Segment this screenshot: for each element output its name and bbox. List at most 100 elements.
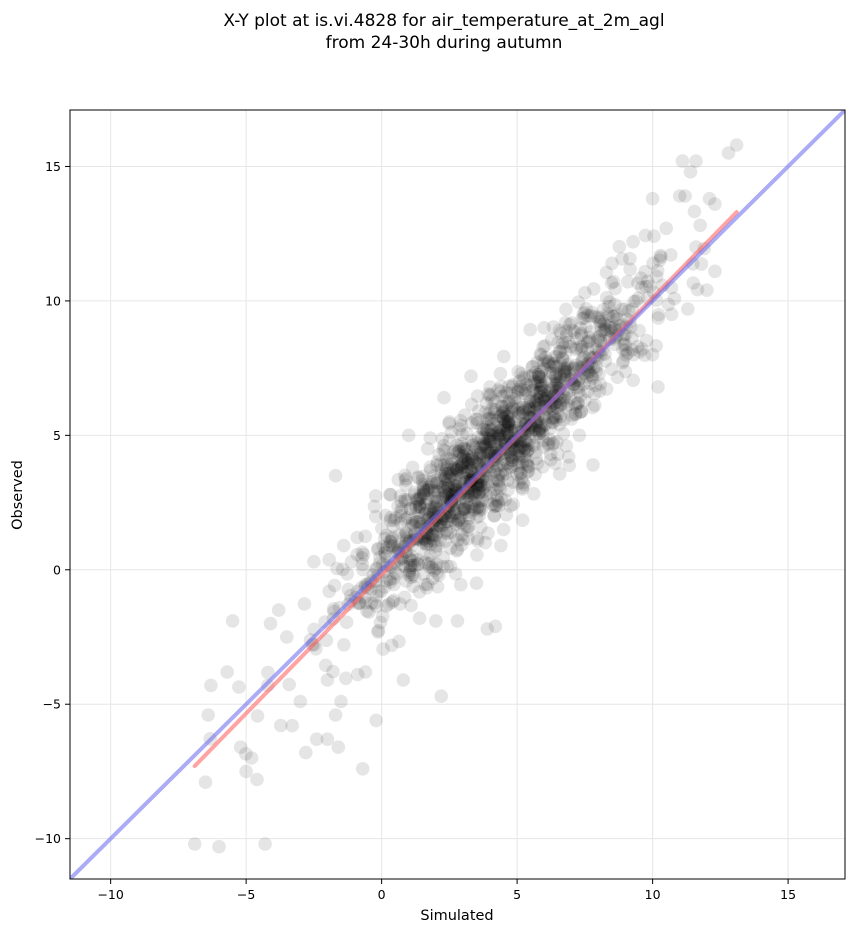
scatter-point-1187 bbox=[436, 443, 451, 457]
scatter-point-1221 bbox=[462, 457, 477, 472]
scatter-point-1478 bbox=[271, 603, 286, 617]
scatter-point-409 bbox=[565, 408, 579, 423]
scatter-point-18 bbox=[508, 447, 522, 462]
scatter-point-1419 bbox=[299, 745, 313, 760]
scatter-point-1106 bbox=[516, 405, 530, 419]
scatter-point-782 bbox=[483, 440, 498, 455]
scatter-point-829 bbox=[460, 465, 474, 480]
scatter-point-1299 bbox=[549, 413, 563, 427]
scatter-point-1327 bbox=[536, 440, 551, 455]
scatter-point-1065 bbox=[457, 501, 471, 516]
scatter-point-688 bbox=[493, 466, 508, 481]
scatter-point-274 bbox=[553, 375, 567, 389]
scatter-point-741 bbox=[536, 460, 550, 474]
scatter-point-604 bbox=[481, 432, 495, 447]
scatter-point-1232 bbox=[451, 533, 465, 547]
scatter-point-483 bbox=[560, 361, 574, 375]
scatter-point-275 bbox=[459, 493, 474, 508]
scatter-point-1137 bbox=[546, 435, 561, 450]
scatter-point-659 bbox=[402, 551, 417, 565]
scatter-point-1194 bbox=[524, 378, 538, 392]
scatter-point-1049 bbox=[409, 500, 423, 514]
scatter-point-1208 bbox=[548, 378, 563, 393]
scatter-point-1164 bbox=[507, 415, 522, 429]
scatter-point-107 bbox=[420, 492, 435, 506]
scatter-point-816 bbox=[532, 426, 547, 441]
scatter-point-502 bbox=[453, 413, 468, 428]
scatter-point-582 bbox=[355, 557, 370, 572]
scatter-point-100 bbox=[531, 424, 546, 438]
scatter-point-602 bbox=[371, 541, 386, 556]
scatter-point-552 bbox=[526, 359, 540, 374]
scatter-point-568 bbox=[499, 427, 514, 441]
scatter-point-667 bbox=[322, 552, 337, 567]
scatter-point-1079 bbox=[490, 493, 505, 508]
scatter-point-319 bbox=[562, 335, 576, 350]
scatter-point-112 bbox=[417, 567, 431, 581]
scatter-point-405 bbox=[518, 383, 533, 398]
scatter-point-654 bbox=[378, 508, 393, 523]
scatter-point-918 bbox=[583, 325, 598, 339]
scatter-point-152 bbox=[505, 453, 519, 468]
scatter-point-548 bbox=[420, 577, 435, 592]
scatter-point-776 bbox=[460, 426, 474, 441]
scatter-point-951 bbox=[593, 311, 608, 325]
scatter-point-677 bbox=[457, 454, 472, 469]
scatter-point-833 bbox=[457, 502, 471, 516]
scatter-point-907 bbox=[538, 417, 553, 432]
scatter-point-388 bbox=[580, 370, 594, 384]
scatter-point-158 bbox=[578, 393, 592, 408]
scatter-point-103 bbox=[635, 280, 649, 295]
scatter-point-130 bbox=[556, 340, 571, 355]
scatter-point-1231 bbox=[450, 446, 465, 460]
scatter-point-660 bbox=[518, 386, 532, 401]
scatter-point-869 bbox=[394, 505, 408, 519]
scatter-point-972 bbox=[479, 396, 494, 411]
scatter-point-1201 bbox=[539, 411, 553, 425]
scatter-point-1279 bbox=[546, 359, 561, 374]
scatter-point-59 bbox=[531, 370, 546, 384]
scatter-point-671 bbox=[435, 480, 450, 494]
scatter-point-144 bbox=[575, 352, 590, 367]
scatter-point-643 bbox=[322, 584, 337, 599]
scatter-point-434 bbox=[488, 498, 503, 513]
scatter-point-662 bbox=[422, 480, 436, 495]
scatter-point-1046 bbox=[506, 475, 520, 489]
scatter-point-707 bbox=[382, 597, 396, 611]
scatter-point-892 bbox=[523, 426, 538, 441]
scatter-point-5 bbox=[458, 452, 473, 467]
x-axis-label: Simulated bbox=[420, 908, 493, 924]
scatter-point-995 bbox=[467, 502, 482, 517]
scatter-point-868 bbox=[546, 356, 560, 371]
scatter-point-1111 bbox=[443, 559, 458, 574]
scatter-point-944 bbox=[532, 421, 546, 436]
scatter-point-1294 bbox=[558, 362, 572, 377]
scatter-point-1031 bbox=[588, 398, 602, 413]
scatter-point-763 bbox=[548, 369, 563, 384]
scatter-point-1439 bbox=[729, 138, 744, 152]
scatter-point-1173 bbox=[471, 445, 486, 460]
scatter-point-1338 bbox=[608, 281, 622, 296]
scatter-point-1045 bbox=[469, 440, 483, 455]
scatter-point-1424 bbox=[429, 614, 443, 628]
scatter-point-268 bbox=[512, 374, 527, 389]
scatter-point-1097 bbox=[367, 596, 382, 610]
scatter-point-173 bbox=[535, 379, 549, 393]
scatter-point-585 bbox=[527, 382, 541, 397]
scatter-point-1444 bbox=[702, 191, 717, 206]
scatter-point-1326 bbox=[496, 412, 510, 427]
scatter-point-175 bbox=[529, 396, 543, 411]
scatter-point-447 bbox=[553, 397, 568, 411]
scatter-point-380 bbox=[593, 377, 607, 391]
scatter-point-444 bbox=[515, 513, 530, 527]
scatter-point-9 bbox=[484, 412, 498, 427]
scatter-point-542 bbox=[369, 599, 384, 613]
scatter-point-162 bbox=[498, 466, 513, 481]
scatter-point-1050 bbox=[318, 615, 332, 629]
scatter-point-714 bbox=[530, 375, 545, 390]
scatter-point-67 bbox=[487, 499, 502, 514]
scatter-point-294 bbox=[486, 474, 500, 489]
scatter-point-166 bbox=[478, 431, 493, 445]
scatter-point-796 bbox=[441, 477, 456, 492]
scatter-point-1283 bbox=[490, 413, 504, 428]
